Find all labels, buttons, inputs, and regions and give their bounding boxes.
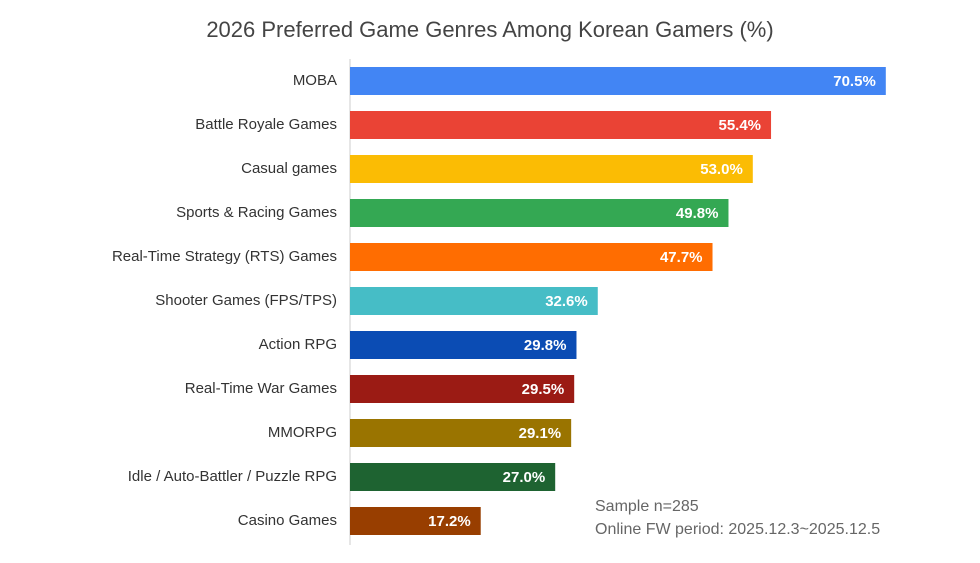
bar <box>350 463 556 491</box>
category-label: Shooter Games (FPS/TPS) <box>155 292 337 309</box>
bar <box>350 243 713 271</box>
bar <box>350 111 772 139</box>
bar <box>350 155 753 183</box>
bar <box>350 199 729 227</box>
value-label: 47.7% <box>660 249 703 266</box>
category-label: Casual games <box>241 160 337 177</box>
bar <box>350 419 572 447</box>
category-label: Action RPG <box>259 336 337 353</box>
bar <box>350 375 575 403</box>
value-label: 17.2% <box>428 513 471 530</box>
category-label: Real-Time Strategy (RTS) Games <box>112 248 337 265</box>
value-label: 29.8% <box>524 337 567 354</box>
category-label: Battle Royale Games <box>195 116 337 133</box>
value-label: 29.1% <box>519 425 562 442</box>
category-label: MOBA <box>293 72 337 89</box>
value-label: 55.4% <box>718 117 761 134</box>
annotation: Sample n=285 <box>595 498 699 515</box>
category-label: Real-Time War Games <box>185 380 337 397</box>
value-label: 70.5% <box>833 73 876 90</box>
bar <box>350 67 886 95</box>
bar <box>350 287 598 315</box>
category-label: Sports & Racing Games <box>176 204 337 221</box>
bar <box>350 507 481 535</box>
value-label: 32.6% <box>545 293 588 310</box>
category-label: Idle / Auto-Battler / Puzzle RPG <box>128 468 337 485</box>
value-label: 49.8% <box>676 205 719 222</box>
value-label: 29.5% <box>522 381 565 398</box>
value-label: 53.0% <box>700 161 743 178</box>
value-label: 27.0% <box>503 469 546 486</box>
category-label: Casino Games <box>238 512 337 529</box>
bar <box>350 331 577 359</box>
chart-title: 2026 Preferred Game Genres Among Korean … <box>206 17 773 42</box>
annotation: Online FW period: 2025.12.3~2025.12.5 <box>595 521 880 538</box>
category-label: MMORPG <box>268 424 337 441</box>
